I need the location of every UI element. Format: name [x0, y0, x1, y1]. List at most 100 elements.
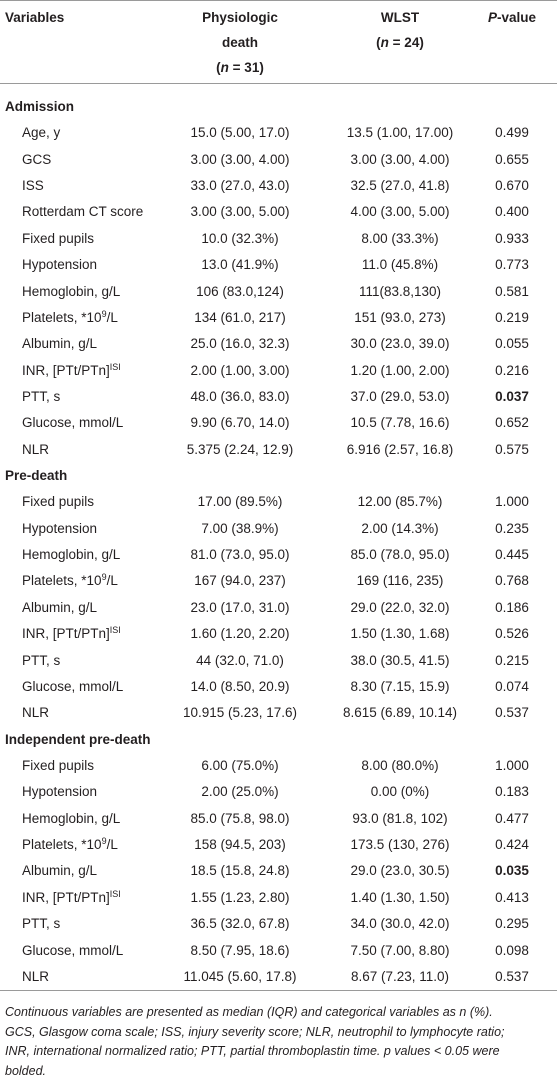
text: Glucose, mmol/L: [22, 942, 124, 958]
cell-value: 29.0 (22.0, 32.0): [350, 599, 450, 615]
row-label: ISS: [22, 173, 44, 199]
cell-value: 44 (32.0, 71.0): [196, 652, 284, 668]
cell-value: 7.50 (7.00, 8.80): [350, 942, 450, 958]
p-value: 0.055: [495, 336, 529, 352]
text: (: [216, 60, 221, 75]
cell-value: 18.5 (15.8, 24.8): [190, 863, 290, 879]
text: GCS: [22, 151, 52, 167]
top-rule: [0, 0, 557, 1]
cell-value: 13.5 (1.00, 17.00): [346, 125, 454, 141]
cell-value: 38.0 (30.5, 41.5): [350, 652, 450, 668]
p-value: 0.477: [495, 810, 529, 826]
cell-value: 13.0 (41.9%): [201, 257, 279, 273]
text: Hypotension: [22, 784, 98, 800]
column-header: Physiologic: [140, 5, 340, 30]
text: = 31): [228, 60, 264, 75]
cell-value: 11.045 (5.60, 17.8): [183, 968, 297, 984]
cell-value: 85.0 (78.0, 95.0): [350, 547, 450, 563]
text: PTT, s: [22, 916, 61, 932]
header-rule: [0, 83, 557, 84]
footnote: Continuous variables are presented as me…: [5, 1005, 493, 1019]
row-label: Hemoglobin, g/L: [22, 279, 120, 305]
cell-value: 134 (61.0, 217): [194, 309, 286, 325]
cell-value: 6.00 (75.0%): [201, 758, 279, 773]
text: Hemoglobin, g/L: [22, 547, 121, 563]
text: Fixed pupils: [22, 230, 95, 246]
row-label: NLR: [22, 964, 49, 990]
text: Hemoglobin, g/L: [22, 810, 121, 826]
text: PTT, s: [22, 652, 61, 668]
text: /L: [106, 309, 118, 325]
row-label: NLR: [22, 437, 49, 463]
cell-value: 5.375 (2.24, 12.9): [186, 441, 294, 457]
text: /L: [106, 573, 118, 589]
text: Albumin, g/L: [22, 599, 98, 615]
p-value: 0.186: [495, 599, 529, 615]
cell-value: 29.0 (23.0, 30.5): [350, 863, 450, 879]
column-header: WLST: [300, 5, 500, 30]
text: ISS: [22, 178, 44, 194]
cell-value: 37.0 (29.0, 53.0): [350, 388, 450, 404]
cell-value: 169 (116, 235): [356, 573, 444, 589]
row-label: Rotterdam CT score: [22, 199, 143, 225]
row-label: Glucose, mmol/L: [22, 938, 123, 964]
superscript: ISI: [109, 625, 121, 636]
cell-value: 3.00 (3.00, 4.00): [350, 151, 450, 167]
cell-value: 2.00 (14.3%): [361, 520, 439, 536]
p-value: 0.424: [495, 837, 529, 853]
row-label: PTT, s: [22, 911, 60, 937]
cell-value: 1.55 (1.23, 2.80): [190, 889, 290, 905]
cell-value: 4.00 (3.00, 5.00): [350, 204, 450, 220]
p-value: 0.400: [495, 204, 529, 220]
p-value: 0.537: [495, 968, 529, 984]
p-value: 0.670: [495, 178, 529, 194]
cell-value: 2.00 (25.0%): [201, 784, 279, 800]
cell-value: 8.30 (7.15, 15.9): [350, 678, 450, 694]
row-label: Platelets, *109/L: [22, 568, 118, 594]
text: Albumin, g/L: [22, 863, 98, 879]
superscript: 9: [101, 836, 107, 847]
text: = 24): [388, 35, 424, 50]
bottom-rule: [0, 990, 557, 991]
superscript: 9: [101, 308, 107, 319]
text: Platelets, *10: [22, 309, 102, 325]
p-value: 0.219: [495, 309, 529, 325]
cell-value: 17.00 (89.5%): [197, 494, 283, 510]
text: Physiologic: [202, 10, 278, 25]
row-label: PTT, s: [22, 648, 60, 674]
p-value: 0.773: [495, 257, 529, 273]
p-value: 0.098: [495, 942, 529, 958]
superscript: 9: [101, 572, 107, 583]
text: Fixed pupils: [22, 758, 95, 773]
cell-value: 48.0 (36.0, 83.0): [190, 388, 290, 404]
text: Hypotension: [22, 520, 98, 536]
text: Glucose, mmol/L: [22, 678, 124, 694]
p-value: 0.537: [495, 705, 529, 721]
p-value: 0.413: [495, 889, 529, 905]
cell-value: 1.40 (1.30, 1.50): [350, 889, 450, 905]
p-value: 0.581: [495, 283, 529, 299]
text: Variables: [5, 10, 65, 25]
section-title: Pre-death: [5, 468, 68, 484]
text: INR, [PTt/PTn]: [22, 889, 110, 905]
cell-value: 93.0 (81.8, 102): [352, 810, 448, 826]
cell-value: 7.00 (38.9%): [201, 520, 279, 536]
cell-value: 6.916 (2.57, 16.8): [346, 441, 454, 457]
p-value: 0.499: [495, 125, 529, 141]
section-title: Admission: [5, 99, 75, 114]
p-value: 0.526: [495, 626, 529, 642]
p-value: 0.183: [495, 784, 529, 800]
cell-value: 32.5 (27.0, 41.8): [350, 178, 450, 194]
row-label: GCS: [22, 147, 51, 173]
text: WLST: [380, 10, 420, 25]
p-value: 0.445: [495, 547, 529, 563]
text: NLR: [22, 441, 50, 457]
italic-text: n: [380, 35, 389, 50]
row-label: Albumin, g/L: [22, 595, 97, 621]
column-header: Variables: [5, 5, 64, 30]
row-label: Hypotension: [22, 779, 97, 805]
row-label: Hemoglobin, g/L: [22, 806, 120, 832]
text: NLR: [22, 705, 50, 721]
text: Platelets, *10: [22, 837, 102, 853]
p-value: 0.295: [495, 916, 529, 932]
